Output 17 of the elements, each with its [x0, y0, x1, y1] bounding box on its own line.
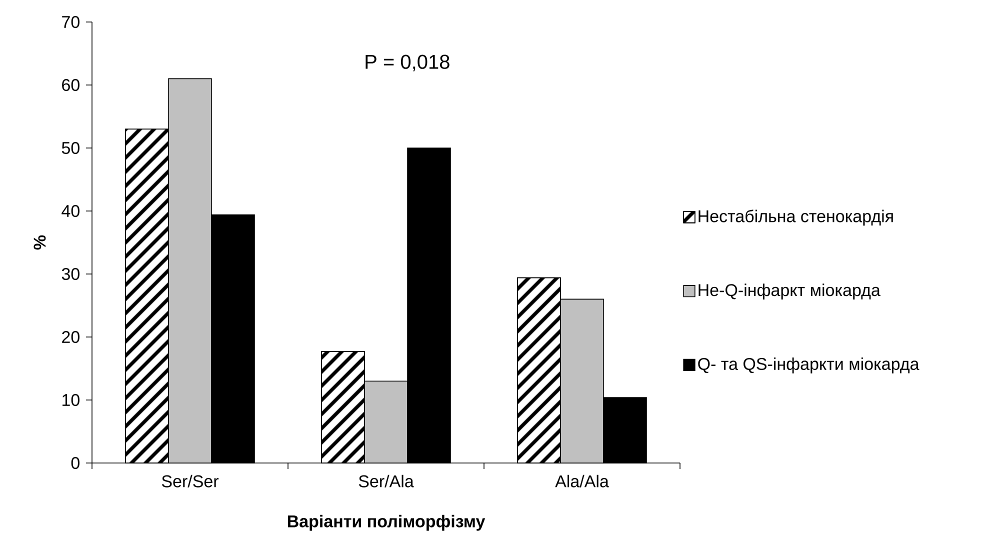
y-tick-label: 20: [62, 330, 80, 344]
y-axis-title: %: [34, 235, 46, 250]
y-tick-label: 50: [62, 142, 80, 154]
x-tick-label: Ser/Ala: [358, 474, 414, 488]
y-tick-label: 30: [62, 268, 80, 280]
y-tick-label: 60: [62, 78, 80, 92]
legend-label: Нестабільна стенокардія: [698, 210, 893, 226]
y-tick-label: 40: [62, 204, 80, 218]
legend-label: Q- та QS-інфаркти міокарда: [698, 358, 920, 374]
x-axis-title: Варіанти поліморфізму: [288, 514, 486, 531]
x-tick-label: Ser/Ser: [162, 474, 219, 488]
annotation: P = 0,018: [366, 54, 450, 72]
x-tick-label: Ala/Ala: [555, 474, 609, 488]
y-tick-label: 0: [71, 456, 80, 470]
y-tick-label: 70: [62, 16, 80, 28]
y-tick-label: 10: [62, 394, 80, 406]
legend-label: Не-Q-інфаркт міокарда: [698, 284, 880, 300]
